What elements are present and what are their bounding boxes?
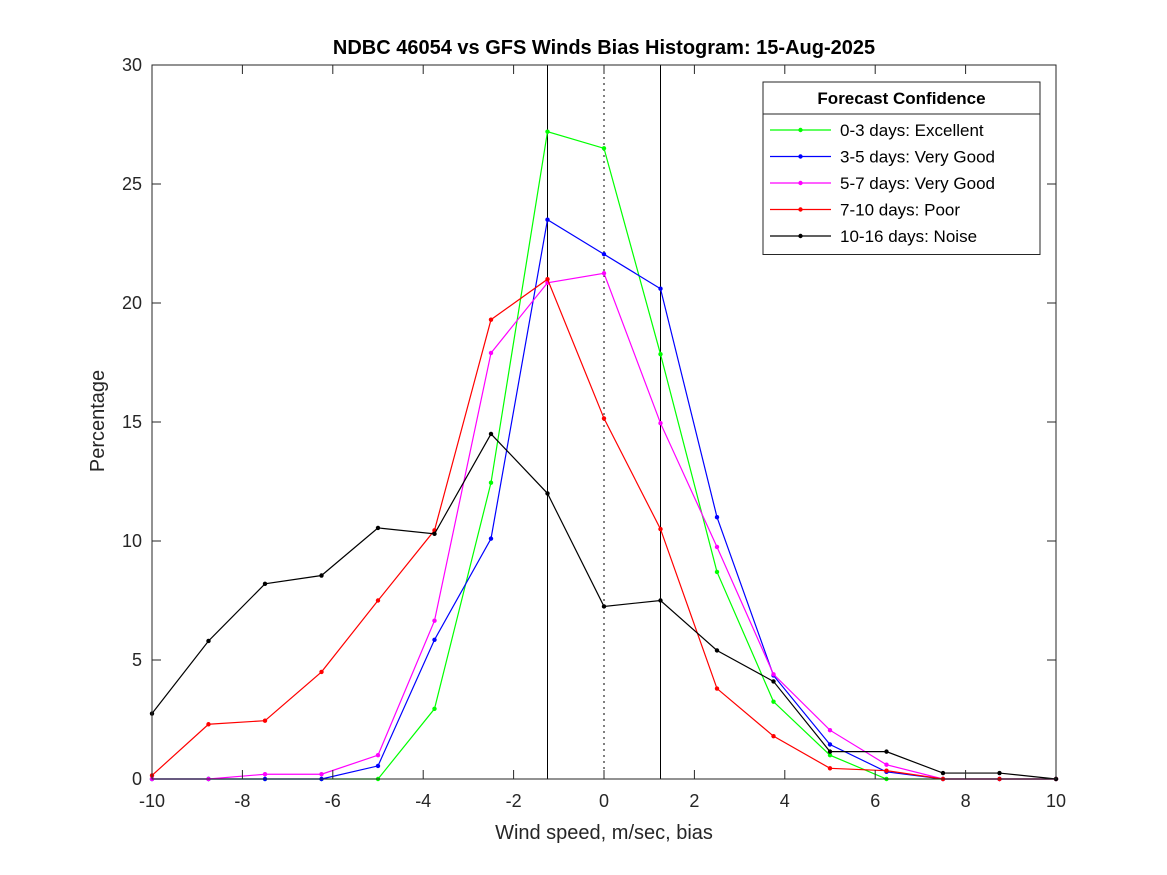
data-point bbox=[375, 525, 381, 531]
data-point bbox=[601, 271, 607, 276]
x-tick-label: 10 bbox=[1046, 791, 1066, 811]
legend-label: 0-3 days: Excellent bbox=[840, 121, 984, 140]
data-point bbox=[432, 618, 437, 623]
legend-box bbox=[762, 81, 1041, 255]
data-point bbox=[432, 637, 437, 642]
x-tick-label: 6 bbox=[870, 791, 880, 811]
data-point bbox=[375, 753, 381, 758]
y-tick-label: 15 bbox=[122, 412, 142, 432]
legend-item: 5-7 days: Very Good bbox=[770, 174, 995, 193]
y-tick-label: 25 bbox=[122, 174, 142, 194]
series-2 bbox=[149, 271, 1059, 782]
data-point bbox=[658, 598, 663, 603]
legend-label: 7-10 days: Poor bbox=[840, 201, 960, 220]
data-point bbox=[714, 686, 720, 691]
data-point bbox=[771, 679, 776, 684]
x-tick-label: 2 bbox=[689, 791, 699, 811]
x-tick-label: 4 bbox=[780, 791, 790, 811]
legend-marker bbox=[798, 233, 803, 239]
legend-marker bbox=[798, 180, 803, 186]
y-tick-label: 0 bbox=[132, 769, 142, 789]
data-point bbox=[771, 672, 776, 677]
data-point bbox=[432, 531, 437, 537]
data-point bbox=[601, 604, 607, 609]
data-point bbox=[488, 350, 494, 356]
data-point bbox=[545, 129, 550, 134]
series-4 bbox=[149, 431, 1059, 782]
data-point bbox=[262, 772, 268, 777]
x-tick-label: -8 bbox=[234, 791, 250, 811]
y-tick-label: 10 bbox=[122, 531, 142, 551]
data-point bbox=[658, 420, 663, 426]
x-tick-label: -4 bbox=[415, 791, 431, 811]
data-point bbox=[827, 749, 833, 754]
data-point bbox=[771, 699, 776, 704]
x-tick-label: -2 bbox=[506, 791, 522, 811]
data-point bbox=[262, 718, 268, 723]
data-point bbox=[827, 728, 833, 733]
x-tick-label: 8 bbox=[961, 791, 971, 811]
data-point bbox=[488, 317, 494, 322]
data-point bbox=[658, 351, 663, 357]
data-point bbox=[884, 768, 889, 773]
data-point bbox=[545, 217, 550, 222]
x-axis-label: Wind speed, m/sec, bias bbox=[495, 822, 713, 844]
legend-marker bbox=[798, 207, 803, 212]
legend-item: 10-16 days: Noise bbox=[770, 227, 977, 246]
data-point bbox=[940, 770, 946, 776]
legend-marker bbox=[798, 154, 803, 159]
data-point bbox=[714, 569, 720, 575]
legend-label: 3-5 days: Very Good bbox=[840, 148, 995, 167]
legend-item: 3-5 days: Very Good bbox=[770, 148, 995, 167]
legend-marker bbox=[798, 127, 803, 133]
data-point bbox=[884, 749, 889, 754]
data-point bbox=[601, 146, 607, 151]
axis-ticks: -10 -8 -6 -4 -2 0 2 4 6 8 10 0 5 10 15 20 25 30 bbox=[122, 55, 1066, 811]
y-axis-label: Percentage bbox=[87, 370, 109, 472]
data-point bbox=[997, 770, 1002, 776]
data-point bbox=[262, 581, 268, 587]
data-point bbox=[545, 491, 550, 496]
data-point bbox=[432, 706, 437, 711]
data-point bbox=[714, 648, 720, 653]
data-point bbox=[319, 573, 324, 578]
data-point bbox=[714, 544, 720, 550]
data-point bbox=[827, 766, 833, 771]
legend-item: 0-3 days: Excellent bbox=[770, 121, 984, 140]
legend-item: 7-10 days: Poor bbox=[770, 201, 960, 220]
data-point bbox=[714, 515, 720, 520]
data-point bbox=[488, 536, 494, 541]
legend-title: Forecast Confidence bbox=[817, 89, 985, 108]
x-tick-label: -6 bbox=[325, 791, 341, 811]
data-point bbox=[601, 416, 607, 421]
data-point bbox=[545, 277, 550, 282]
legend-label: 5-7 days: Very Good bbox=[840, 174, 995, 193]
y-tick-label: 30 bbox=[122, 55, 142, 75]
data-point bbox=[206, 722, 211, 727]
data-point bbox=[375, 598, 381, 603]
data-point bbox=[658, 286, 663, 291]
data-point bbox=[488, 431, 494, 437]
data-point bbox=[771, 733, 776, 739]
y-tick-label: 20 bbox=[122, 293, 142, 313]
legend-items: 0-3 days: Excellent 3-5 days: Very Good 5-… bbox=[770, 121, 995, 246]
data-point bbox=[319, 772, 324, 777]
data-point bbox=[375, 763, 381, 769]
data-point bbox=[319, 669, 324, 675]
chart-title: NDBC 46054 vs GFS Winds Bias Histogram: … bbox=[333, 37, 875, 59]
legend: Forecast Confidence 0-3 days: Excellent 3… bbox=[762, 81, 1041, 255]
data-point bbox=[827, 742, 833, 747]
legend-label: 10-16 days: Noise bbox=[840, 227, 977, 246]
data-point bbox=[658, 526, 663, 532]
data-point bbox=[601, 252, 607, 257]
data-point bbox=[206, 638, 211, 644]
data-point bbox=[827, 753, 833, 758]
y-tick-label: 5 bbox=[132, 650, 142, 670]
x-tick-label: -10 bbox=[139, 791, 165, 811]
x-tick-label: 0 bbox=[599, 791, 609, 811]
data-point bbox=[884, 762, 889, 767]
data-point bbox=[488, 480, 494, 485]
